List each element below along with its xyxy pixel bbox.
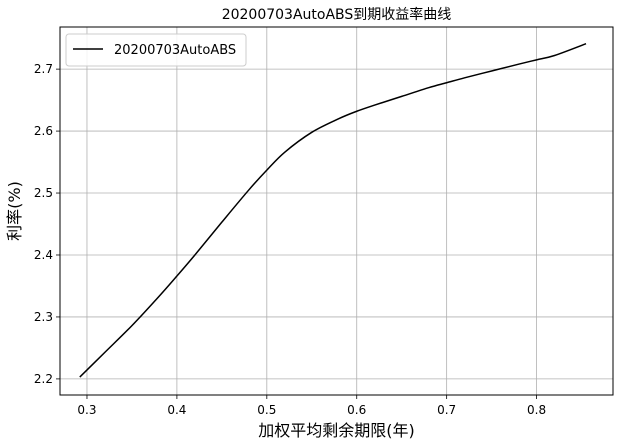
y-tick-label: 2.7 [34, 62, 53, 76]
x-tick-label: 0.4 [167, 403, 186, 417]
plot-area-frame [59, 26, 614, 396]
series-layer [79, 43, 587, 378]
grid-lines [60, 27, 613, 395]
y-tick-label: 2.2 [34, 372, 53, 386]
y-tick-label: 2.5 [34, 186, 53, 200]
y-axis-ticks: 2.2 2.3 2.4 2.5 2.6 2.7 [34, 62, 60, 386]
x-axis-title: 加权平均剩余期限(年) [258, 421, 415, 440]
x-tick-label: 0.8 [527, 403, 546, 417]
x-tick-label: 0.3 [77, 403, 96, 417]
x-tick-label: 0.7 [437, 403, 456, 417]
x-axis-ticks: 0.3 0.4 0.5 0.6 0.7 0.8 [77, 395, 546, 417]
legend-box [65, 33, 247, 67]
y-axis-title: 利率(%) [5, 181, 24, 241]
legend-label: 20200703AutoABS [114, 43, 236, 58]
y-tick-label: 2.4 [34, 248, 53, 262]
y-tick-label: 2.3 [34, 310, 53, 324]
series-line-0 [79, 43, 587, 378]
chart-title: 20200703AutoABS到期收益率曲线 [222, 6, 452, 23]
legend: 20200703AutoABS [65, 33, 247, 67]
x-tick-label: 0.6 [347, 403, 366, 417]
y-tick-label: 2.6 [34, 124, 53, 138]
x-tick-label: 0.5 [257, 403, 276, 417]
